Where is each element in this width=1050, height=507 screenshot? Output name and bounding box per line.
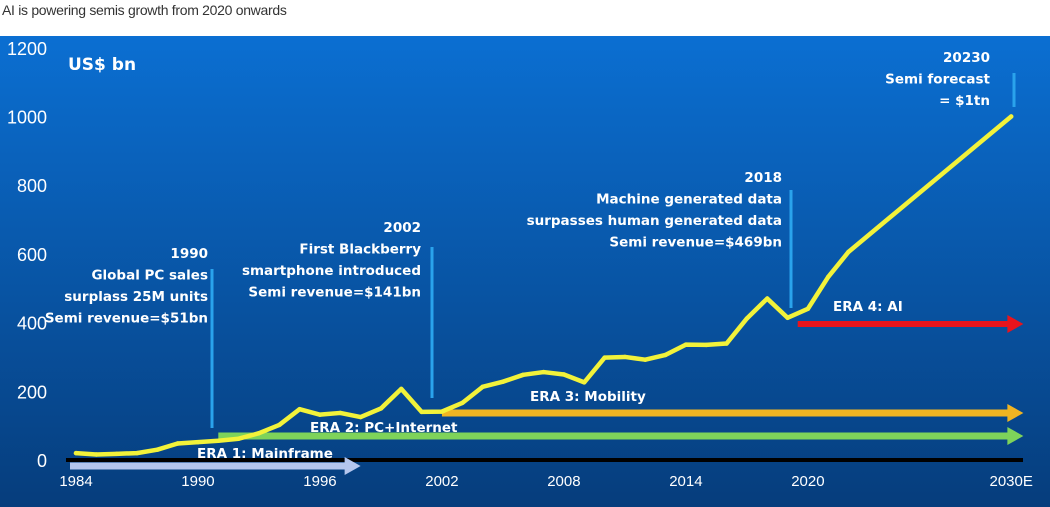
chart-title: AI is powering semis growth from 2020 on…: [2, 2, 287, 18]
y-axis-unit: US$ bn: [68, 55, 136, 75]
data-point: [704, 342, 709, 348]
x-tick-label: 2020: [791, 473, 824, 490]
y-tick-label: 600: [17, 245, 47, 265]
data-point: [439, 409, 445, 414]
revenue-line: [73, 114, 1014, 457]
data-point: [94, 452, 99, 457]
data-point: [236, 436, 241, 441]
chart-background: [0, 36, 1050, 507]
data-point: [643, 357, 648, 362]
annotation-text: smartphone introduced: [242, 263, 421, 279]
data-point: [765, 296, 770, 301]
data-point: [622, 354, 628, 360]
data-point: [744, 316, 750, 321]
data-point: [134, 450, 140, 456]
annotation-text: surplass 25M units: [64, 289, 208, 305]
annotation-text: = $1tn: [939, 93, 990, 109]
data-point: [846, 249, 851, 255]
annotation-text: Global PC sales: [91, 268, 208, 284]
data-point: [378, 406, 384, 411]
annotations: 1990 Global PC sales surplass 25M units Sem…: [45, 50, 1016, 428]
x-tick-label: 1984: [59, 473, 92, 490]
annotation-2018: 2018 Machine generated data surpasses huma…: [527, 170, 793, 308]
data-point: [683, 342, 689, 347]
data-point: [114, 451, 119, 457]
x-tick-label: 2008: [547, 473, 580, 490]
data-point: [338, 410, 343, 416]
y-tick-label: 1200: [7, 39, 47, 59]
era-arrow-head: [1007, 315, 1024, 333]
era-arrow-1: ERA 1: Mainframe: [70, 446, 361, 475]
annotation-2030: 20230 Semi forecast = $1tn: [885, 50, 1016, 109]
era-arrow-4: ERA 4: AI: [797, 299, 1024, 333]
era-arrow-3: ERA 3: Mobility: [441, 389, 1024, 422]
era-label: ERA 2: PC+Internet: [310, 420, 458, 436]
data-point: [663, 352, 668, 358]
era-label: ERA 1: Mainframe: [197, 446, 333, 462]
y-tick-label: 0: [37, 451, 47, 471]
annotation-text: 1990: [170, 246, 208, 262]
x-tick-label: 2014: [669, 473, 702, 490]
data-point: [582, 380, 587, 385]
annotation-text: First Blackberry: [299, 242, 421, 258]
era-arrow-head: [344, 457, 361, 475]
era-arrow-2: ERA 2: PC+Internet: [218, 420, 1024, 445]
x-tick-label: 2002: [425, 473, 458, 490]
y-axis: 0 200 400 600 800 1000 1200: [7, 39, 1023, 471]
annotation-text: 2018: [744, 170, 782, 186]
x-tick-label: 2030E: [989, 473, 1032, 490]
x-tick-label: 1996: [303, 473, 336, 490]
series: [73, 114, 1014, 457]
annotation-text: 2002: [383, 220, 421, 236]
data-point: [155, 447, 160, 452]
data-point: [500, 379, 506, 384]
y-tick-label: 200: [17, 382, 47, 402]
data-point: [277, 422, 282, 428]
era-label: ERA 3: Mobility: [530, 389, 646, 405]
data-point: [541, 369, 546, 375]
data-point: [724, 341, 729, 346]
y-tick-label: 800: [17, 176, 47, 196]
annotation-text: 20230: [943, 50, 990, 66]
data-point: [785, 315, 790, 320]
data-point: [460, 400, 465, 406]
annotation-1990: 1990 Global PC sales surplass 25M units Sem…: [45, 246, 214, 428]
annotation-text: Semi revenue=$51bn: [45, 311, 208, 327]
data-point: [561, 372, 567, 377]
data-point: [358, 414, 363, 420]
data-point: [216, 438, 221, 443]
y-tick-label: 400: [17, 314, 47, 334]
annotation-text: Machine generated data: [596, 192, 782, 208]
data-point: [175, 441, 180, 446]
data-point: [399, 386, 404, 392]
annotation-text: surpasses human generated data: [527, 213, 782, 229]
data-point: [480, 384, 485, 390]
x-tick-label: 1990: [181, 473, 214, 490]
data-point: [317, 412, 323, 417]
era-arrow-head: [1007, 404, 1024, 422]
era-arrow-head: [1007, 427, 1024, 445]
data-point: [521, 372, 526, 378]
data-point: [195, 439, 201, 445]
y-tick-label: 1000: [7, 108, 47, 128]
data-point: [256, 431, 262, 436]
data-point: [73, 450, 79, 456]
data-point: [602, 355, 607, 360]
data-point: [826, 274, 831, 280]
data-point: [1008, 114, 1014, 119]
annotation-text: Semi revenue=$141bn: [248, 285, 421, 301]
data-point: [805, 306, 811, 312]
x-axis: 1984 1990 1996 2002 2008 2014 2020 2030E: [59, 473, 1033, 490]
annotation-text: Semi revenue=$469bn: [609, 235, 782, 251]
era-arrows: ERA 1: Mainframe ERA 2: PC+Internet ERA 3:…: [70, 299, 1024, 475]
annotation-2002: 2002 First Blackberry smartphone introduce…: [242, 220, 434, 398]
era-label: ERA 4: AI: [833, 299, 903, 315]
annotation-text: Semi forecast: [885, 72, 990, 88]
data-point: [297, 406, 302, 412]
data-point: [419, 409, 424, 415]
